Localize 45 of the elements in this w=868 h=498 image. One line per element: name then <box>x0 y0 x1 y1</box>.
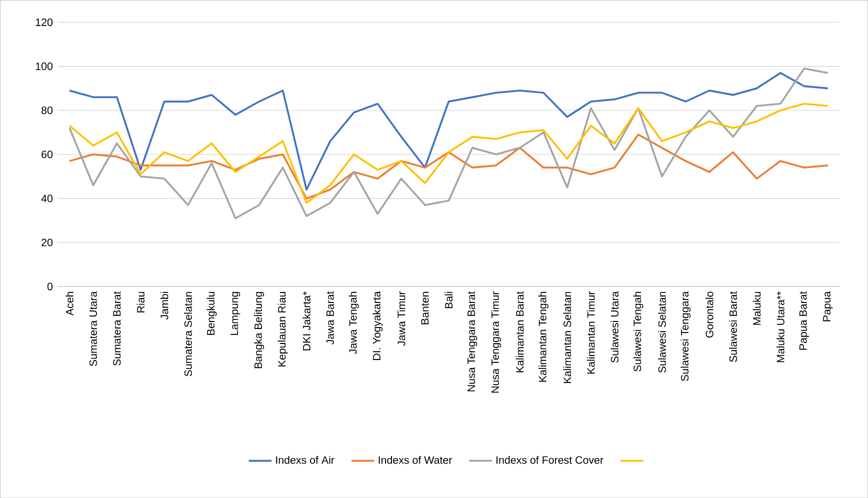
x-tick-label: Aceh <box>66 292 74 316</box>
x-tick-label: Jawa Barat <box>326 291 334 344</box>
y-tick-label: 40 <box>41 194 53 202</box>
x-tick-label: Bengkulu <box>206 292 217 335</box>
x-tick-label: Maluku <box>752 292 761 325</box>
x-tick-label: Sulawesi Tenggara <box>680 291 691 381</box>
x-tick-label: Sulawesi Utara <box>610 291 618 362</box>
x-tick-label: Banten <box>421 292 429 324</box>
x-tick-label: Sumatera Utara <box>89 291 97 366</box>
x-tick-label: Papua <box>823 291 833 322</box>
x-tick-label: Jawa Tengah <box>348 292 359 354</box>
x-tick-label: Sulawesi Selatan <box>658 292 666 372</box>
x-tick-label: Jawa Timur <box>397 291 406 346</box>
x-tick-label: Gorontalo <box>705 292 714 338</box>
y-tick-label: 100 <box>36 62 53 70</box>
legend-label: Indexs of Air <box>276 456 334 464</box>
x-tick-label: Sulawesi Barat <box>729 291 737 362</box>
x-tick-label: Nusa Tenggara Barat <box>468 291 478 392</box>
line-series <box>68 67 829 220</box>
x-tick-label: Nusa Tenggara Timur <box>491 291 502 392</box>
x-tick-label: Papua Barat <box>799 291 809 350</box>
x-tick-label: Bangka Belitung <box>254 292 264 368</box>
x-tick-label: Sumatera Selatan <box>184 292 192 376</box>
x-tick-label: Kepulauan Riau <box>278 292 288 366</box>
x-tick-label: Lampung <box>230 292 240 335</box>
y-tick-label: 0 <box>47 282 53 290</box>
x-tick-label: Kalimantan Timur <box>586 291 595 374</box>
x-tick-label: Bali <box>444 292 453 308</box>
x-tick-label: Riau <box>136 292 145 312</box>
x-tick-label: Sulawesi Tengah <box>633 292 644 372</box>
y-tick-label: 120 <box>36 18 53 26</box>
legend-label: Indexs of Water <box>378 456 452 464</box>
x-tick-label: Sumatera Barat <box>113 291 121 366</box>
line-series <box>68 72 829 190</box>
x-tick-label: Kalimantan Selatan <box>563 292 572 383</box>
legend-label: Indexs of Forest Cover <box>496 456 604 464</box>
y-tick-label: 20 <box>42 238 53 246</box>
x-tick-label: Kalimantan Barat <box>516 291 524 372</box>
x-tick-label: Maluku Utara** <box>776 291 784 362</box>
y-tick-label: 60 <box>42 150 53 158</box>
x-tick-label: Kalimantan Tengah <box>538 292 548 382</box>
x-tick-label: DI. Yogyakarta <box>372 291 383 360</box>
x-tick-label: Jambi <box>160 292 168 320</box>
x-tick-label: DKI Jakarta* <box>302 291 310 350</box>
y-tick-label: 80 <box>42 106 53 114</box>
